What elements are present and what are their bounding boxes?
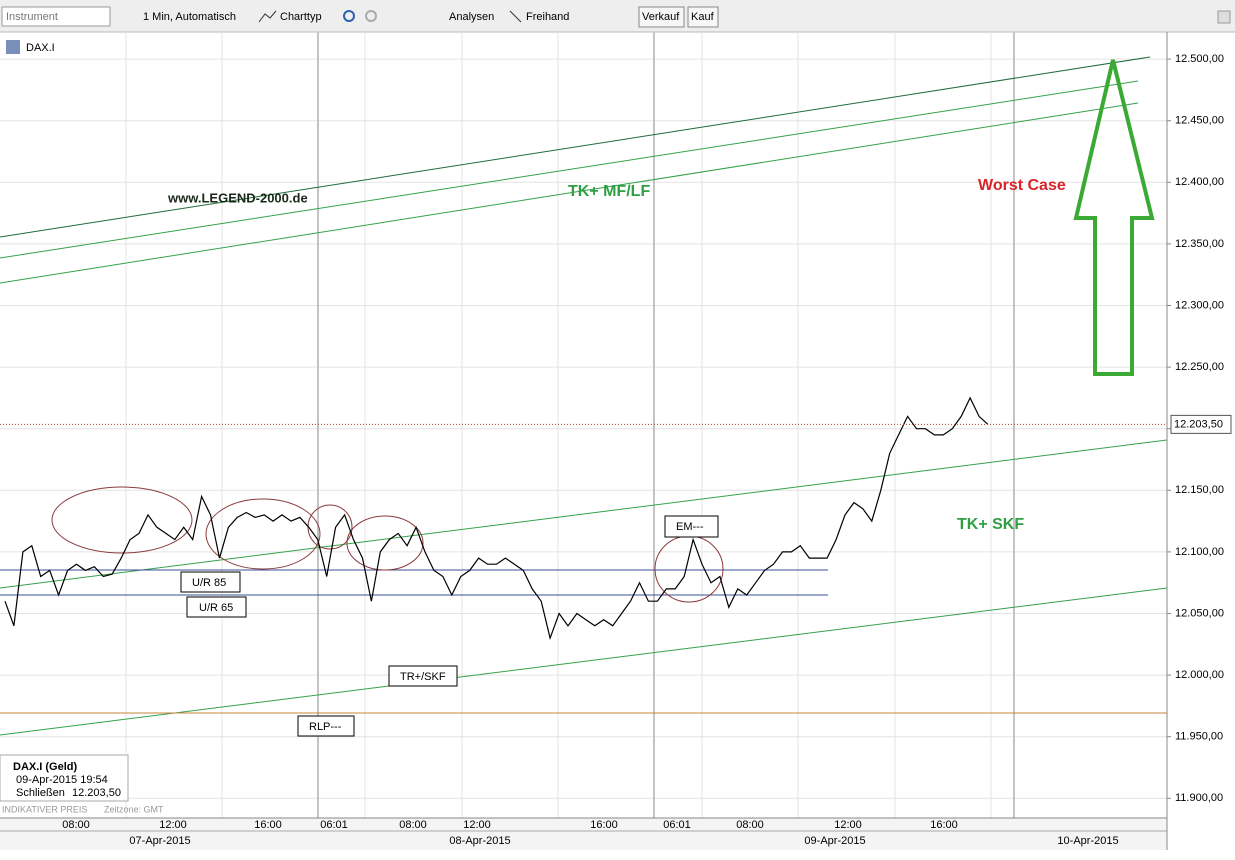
- chart-type-menu[interactable]: Charttyp: [280, 11, 322, 23]
- freehand-icon: [509, 10, 522, 23]
- y-tick-label: 12.050,00: [1175, 607, 1224, 619]
- y-tick-label: 12.300,00: [1175, 299, 1224, 311]
- y-tick-label: 12.250,00: [1175, 361, 1224, 373]
- y-tick-label: 12.100,00: [1175, 546, 1224, 558]
- y-tick-label: 12.450,00: [1175, 115, 1224, 127]
- info-close-label: Schließen: [16, 787, 65, 799]
- y-tick-label: 12.400,00: [1175, 176, 1224, 188]
- trend-line: [0, 102, 1139, 284]
- arrow: [1073, 59, 1155, 376]
- info-series: DAX.I (Geld): [13, 761, 78, 773]
- chart-type-icon: [258, 10, 277, 23]
- buy-label: Kauf: [691, 11, 715, 23]
- analyses-menu[interactable]: Analysen: [449, 11, 494, 23]
- zoom-in[interactable]: [343, 10, 355, 22]
- annotation: RLP---: [309, 721, 342, 733]
- trend-line: [0, 56, 1151, 238]
- freehand-menu[interactable]: Freihand: [526, 11, 569, 23]
- x-tick-label: 12:00: [159, 819, 187, 831]
- y-tick-label: 12.500,00: [1175, 53, 1224, 65]
- price-line: [4, 396, 989, 641]
- annotations: www.LEGEND-2000.de TK+ MF/LF Worst Case …: [167, 177, 1066, 737]
- date-label: 08-Apr-2015: [449, 835, 510, 847]
- sell-label: Verkauf: [642, 11, 680, 23]
- window-button[interactable]: [1217, 10, 1231, 24]
- date-label: 09-Apr-2015: [804, 835, 865, 847]
- y-tick-label: 12.350,00: [1175, 238, 1224, 250]
- plot: [0, 396, 1167, 641]
- annotation: TK+ MF/LF: [568, 183, 650, 200]
- x-tick-label: 08:00: [736, 819, 764, 831]
- trend-line: [0, 439, 1168, 589]
- symbol-label[interactable]: DAX.I: [26, 42, 55, 54]
- trend-line: [0, 587, 1168, 736]
- footer-timezone: Zeitzone: GMT: [104, 804, 164, 814]
- label-box: [180, 571, 241, 593]
- x-tick-label: 12:00: [463, 819, 491, 831]
- x-axis: [0, 818, 1167, 850]
- date-label: 10-Apr-2015: [1057, 835, 1118, 847]
- info-timestamp: 09-Apr-2015 19:54: [16, 774, 108, 786]
- trend-lines: [0, 56, 1168, 736]
- interval-menu[interactable]: 1 Min, Automatisch: [143, 11, 236, 23]
- annotation: U/R 65: [199, 602, 233, 614]
- y-tick-label: 11.900,00: [1175, 792, 1223, 804]
- ellipse: [346, 515, 424, 571]
- label-box: [297, 715, 355, 737]
- trend-line: [0, 80, 1139, 259]
- label-box: [186, 596, 247, 618]
- ellipse: [205, 498, 321, 570]
- x-tick-label: 16:00: [590, 819, 618, 831]
- grid: [0, 32, 1167, 850]
- annotation: TR+/SKF: [400, 671, 446, 683]
- last-price-box: [1170, 414, 1232, 434]
- toolbar: [0, 0, 1235, 32]
- y-tick-label: 12.150,00: [1175, 484, 1224, 496]
- x-tick-label: 16:00: [930, 819, 958, 831]
- footer-note: INDIKATIVER PREIS: [2, 804, 87, 814]
- ellipse: [654, 535, 724, 603]
- ellipse: [51, 486, 193, 554]
- annotation: www.LEGEND-2000.de: [167, 190, 308, 205]
- buy-button[interactable]: [687, 6, 719, 28]
- instrument-input[interactable]: [1, 6, 111, 27]
- sell-button[interactable]: [638, 6, 685, 28]
- annotation: Worst Case: [978, 177, 1066, 194]
- zoom-out[interactable]: [365, 10, 377, 22]
- info-close-value: 12.203,50: [72, 787, 121, 799]
- annotation: TK+ SKF: [957, 516, 1024, 533]
- x-tick-label: 06:01: [320, 819, 348, 831]
- x-tick-label: 08:00: [399, 819, 427, 831]
- instrument-placeholder: Instrument: [6, 11, 58, 23]
- x-tick-label: 08:00: [62, 819, 90, 831]
- x-tick-label: 16:00: [254, 819, 282, 831]
- axes: 11.900,00 11.950,00 12.000,00 12.050,00 12.1…: [62, 53, 1232, 847]
- annotation: EM---: [676, 521, 704, 533]
- x-tick-label: 12:00: [834, 819, 862, 831]
- info-box: [0, 754, 129, 802]
- annotation: U/R 85: [192, 577, 226, 589]
- label-box: [388, 665, 458, 687]
- symbol-icon: [6, 40, 20, 54]
- y-tick-label: 11.950,00: [1175, 731, 1223, 743]
- x-tick-label: 06:01: [663, 819, 691, 831]
- ellipse: [307, 504, 353, 550]
- date-label: 07-Apr-2015: [129, 835, 190, 847]
- y-tick-label: 12.000,00: [1175, 669, 1224, 681]
- last-price-label: 12.203,50: [1174, 418, 1223, 430]
- label-box: [664, 515, 719, 538]
